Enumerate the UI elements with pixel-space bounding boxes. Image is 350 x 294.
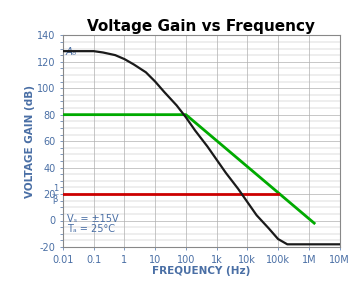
Text: β: β xyxy=(52,195,58,204)
Text: Vₛ = ±15V: Vₛ = ±15V xyxy=(68,214,119,224)
Text: β: β xyxy=(0,293,1,294)
Text: Tₐ = 25°C: Tₐ = 25°C xyxy=(68,225,116,235)
Y-axis label: VOLTAGE GAIN (dB): VOLTAGE GAIN (dB) xyxy=(26,85,35,198)
Text: Aₒ: Aₒ xyxy=(65,47,77,57)
Text: 1: 1 xyxy=(0,293,1,294)
Text: 1: 1 xyxy=(52,184,58,193)
X-axis label: FREQUENCY (Hz): FREQUENCY (Hz) xyxy=(152,266,251,276)
Text: —: — xyxy=(52,191,59,197)
Title: Voltage Gain vs Frequency: Voltage Gain vs Frequency xyxy=(87,19,315,34)
